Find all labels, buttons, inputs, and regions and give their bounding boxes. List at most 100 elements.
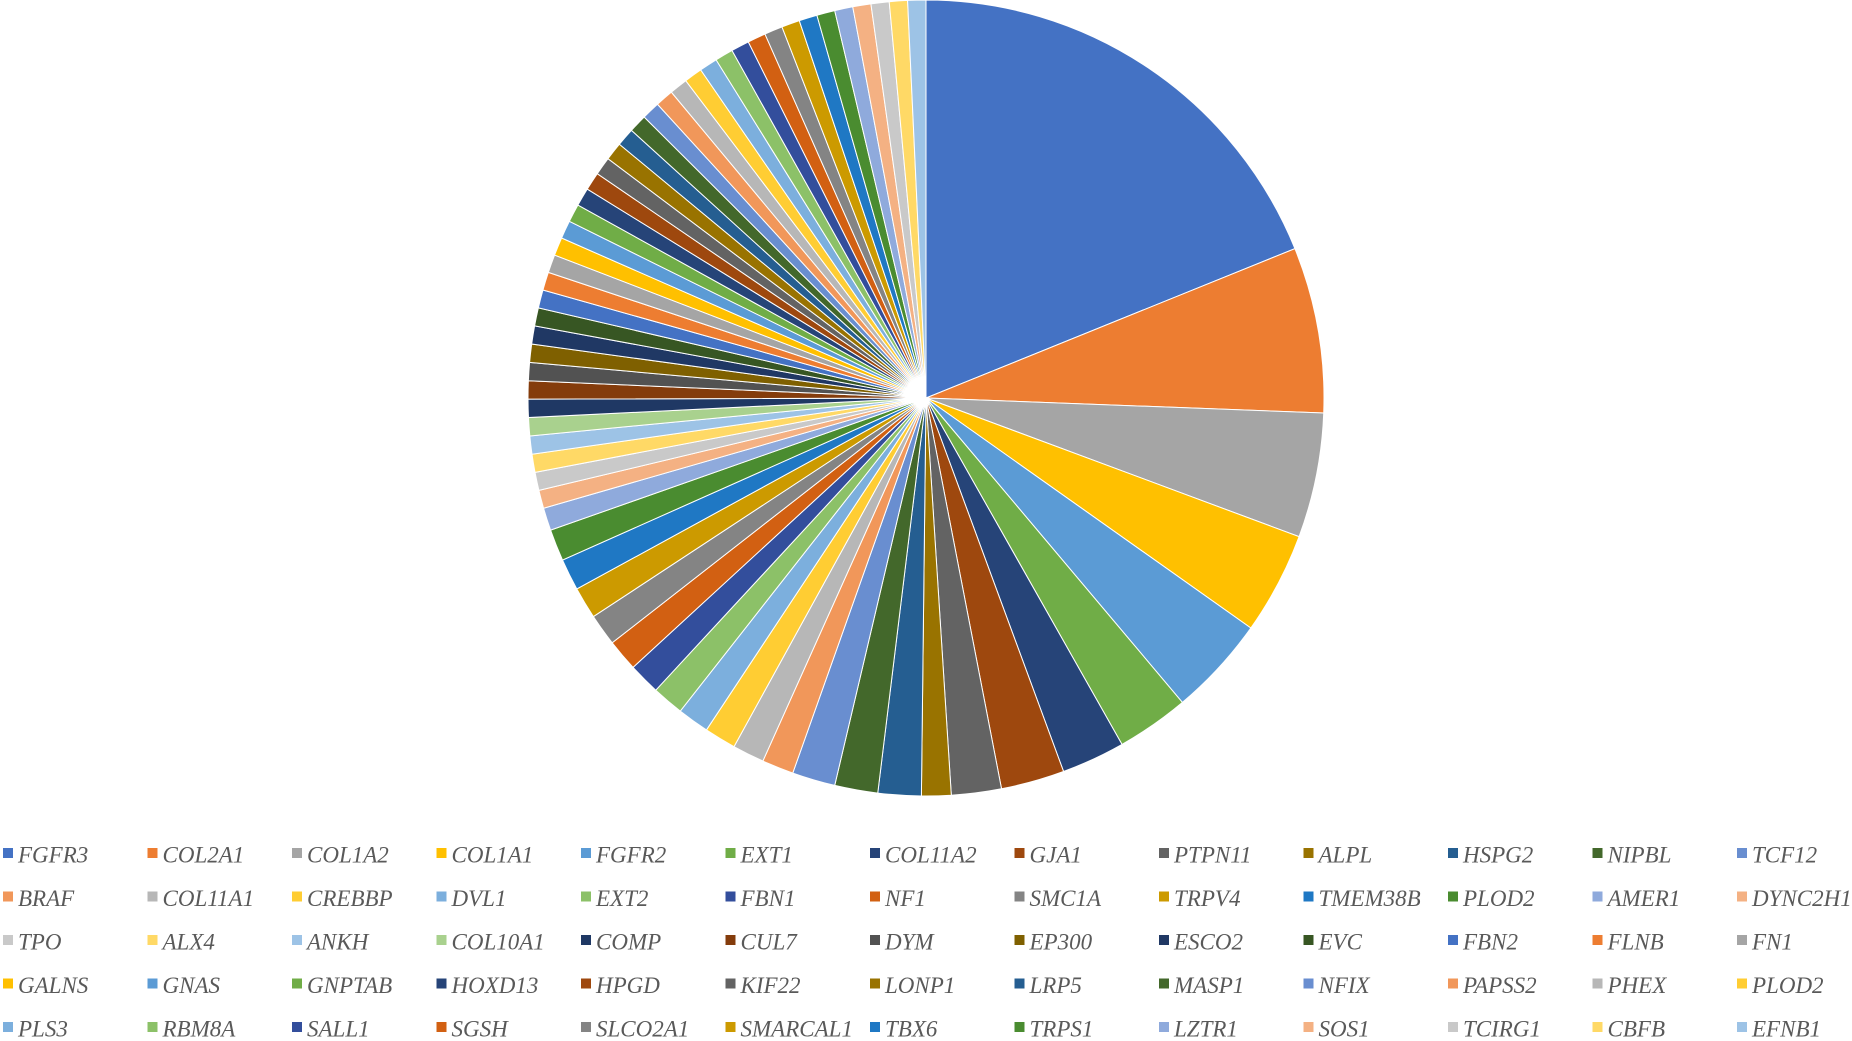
legend-swatch	[725, 1022, 736, 1032]
legend-swatch	[870, 978, 880, 989]
legend-label: PLOD2	[1751, 973, 1824, 998]
legend-swatch	[870, 935, 880, 945]
legend-swatch	[292, 978, 302, 989]
legend-swatch	[1592, 935, 1603, 945]
legend-swatch	[1737, 978, 1747, 989]
legend-item: GJA1	[1014, 842, 1082, 867]
legend-label: TPO	[18, 929, 62, 954]
pie-slice-fgfr3	[925, 0, 1296, 399]
legend-label: CREBBP	[307, 886, 393, 911]
legend-label: GNAS	[163, 973, 221, 998]
legend-swatch	[1303, 935, 1314, 945]
legend-swatch	[1737, 848, 1747, 858]
pie-slice-col2a1	[925, 247, 1325, 414]
legend-item: SMC1A	[1014, 886, 1103, 911]
legend-item: PHEX	[1592, 973, 1667, 998]
legend-swatch	[147, 848, 158, 858]
legend-label: EP300	[1029, 929, 1093, 954]
legend-label: TRPS1	[1030, 1016, 1094, 1041]
legend-label: TBX6	[885, 1016, 938, 1041]
legend-swatch	[1014, 935, 1025, 945]
legend-item: COL1A2	[292, 842, 389, 867]
legend-swatch	[581, 891, 591, 902]
legend-label: TMEM38B	[1319, 886, 1421, 911]
legend-item: DVL1	[436, 886, 506, 911]
legend-item: DYM	[870, 929, 935, 954]
legend-item: EVC	[1303, 929, 1363, 954]
legend-swatch	[1303, 978, 1314, 989]
legend-label: HOXD13	[451, 973, 539, 998]
legend-item: SMARCAL1	[725, 1016, 853, 1041]
legend-swatch	[1303, 848, 1314, 858]
legend-swatch	[1159, 848, 1169, 858]
legend-item: ANKH	[292, 929, 370, 954]
legend-item: GNPTAB	[292, 973, 392, 998]
legend-item: COL10A1	[436, 929, 545, 954]
legend-label: SMC1A	[1030, 886, 1103, 911]
legend-item: GNAS	[147, 973, 221, 998]
legend-label: LRP5	[1029, 973, 1082, 998]
legend-label: FBN1	[740, 886, 796, 911]
legend-item: GALNS	[3, 973, 89, 998]
legend-swatch	[725, 978, 736, 989]
legend-swatch	[1592, 1022, 1603, 1032]
legend-swatch	[725, 935, 736, 945]
legend-item: LRP5	[1014, 973, 1082, 998]
legend-label: SGSH	[452, 1016, 510, 1041]
legend-item: HPGD	[581, 973, 660, 998]
legend-label: EVC	[1318, 929, 1363, 954]
legend-swatch	[1737, 1022, 1747, 1032]
legend-item: PTPN11	[1159, 842, 1252, 867]
legend-swatch	[1159, 978, 1169, 989]
legend-item: PLOD2	[1448, 886, 1535, 911]
legend-item: PLOD2	[1737, 973, 1824, 998]
legend-label: LZTR1	[1173, 1016, 1238, 1041]
legend-swatch	[1448, 891, 1458, 902]
legend-label: DYM	[884, 929, 935, 954]
legend-label: TRPV4	[1174, 886, 1240, 911]
legend-item: COMP	[581, 929, 661, 954]
legend-item: CUL7	[725, 929, 798, 954]
legend-label: PAPSS2	[1462, 973, 1537, 998]
legend-item: MASP1	[1159, 973, 1244, 998]
legend-item: DYNC2H1	[1737, 886, 1852, 911]
legend-item: EXT2	[581, 886, 648, 911]
legend-label: AMER1	[1606, 886, 1681, 911]
legend-swatch	[1592, 891, 1603, 902]
legend-label: SMARCAL1	[741, 1016, 853, 1041]
legend-swatch	[1592, 978, 1603, 989]
legend-label: SLCO2A1	[596, 1016, 689, 1041]
legend-swatch	[1448, 935, 1458, 945]
legend-label: RBM8A	[162, 1016, 237, 1041]
legend-label: LONP1	[884, 973, 955, 998]
legend-swatch	[1159, 891, 1169, 902]
legend-label: SOS1	[1319, 1016, 1370, 1041]
legend-item: FBN1	[725, 886, 796, 911]
legend-swatch	[1592, 848, 1603, 858]
legend-item: TMEM38B	[1303, 886, 1421, 911]
legend-swatch	[1014, 848, 1025, 858]
legend-item: NF1	[870, 886, 926, 911]
legend-label: PTPN11	[1173, 842, 1252, 867]
legend-swatch	[870, 848, 880, 858]
legend-item: SLCO2A1	[581, 1016, 689, 1041]
legend-label: BRAF	[18, 886, 75, 911]
legend-swatch	[581, 935, 591, 945]
legend-swatch	[292, 935, 302, 945]
legend-label: COMP	[596, 929, 661, 954]
legend-swatch	[3, 978, 13, 989]
legend-item: COL11A1	[147, 886, 254, 911]
legend-label: GALNS	[18, 973, 89, 998]
legend-label: COL11A2	[885, 842, 977, 867]
legend-swatch	[1303, 891, 1314, 902]
legend-item: KIF22	[725, 973, 801, 998]
legend-label: FLNB	[1607, 929, 1664, 954]
legend-item: SGSH	[436, 1016, 510, 1041]
legend-item: SOS1	[1303, 1016, 1370, 1041]
legend-label: MASP1	[1173, 973, 1244, 998]
legend-item: COL2A1	[147, 842, 244, 867]
legend-label: ANKH	[305, 929, 370, 954]
legend-item: FBN2	[1448, 929, 1518, 954]
legend-swatch	[1448, 1022, 1458, 1032]
legend-label: COL1A1	[452, 842, 534, 867]
